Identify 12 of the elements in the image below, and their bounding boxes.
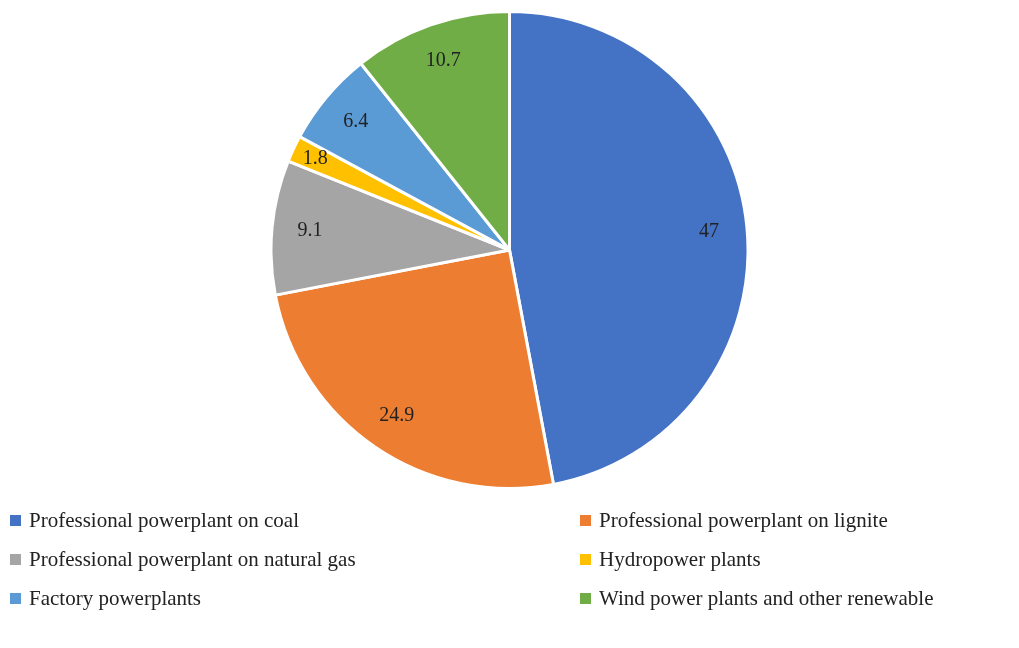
legend-label: Professional powerplant on lignite [599,508,888,533]
legend-label: Hydropower plants [599,547,761,572]
legend-label: Professional powerplant on coal [29,508,300,533]
data-label: 24.9 [379,402,415,425]
data-label: 1.8 [302,146,328,169]
legend-label: Factory powerplants [29,586,202,611]
legend-label: Professional powerplant on natural gas [29,547,356,572]
data-label: 6.4 [343,108,369,131]
data-label: 47 [698,218,719,241]
data-label: 9.1 [297,218,323,241]
legend-label: Wind power plants and other renewable [599,586,934,611]
data-label: 10.7 [425,48,461,71]
